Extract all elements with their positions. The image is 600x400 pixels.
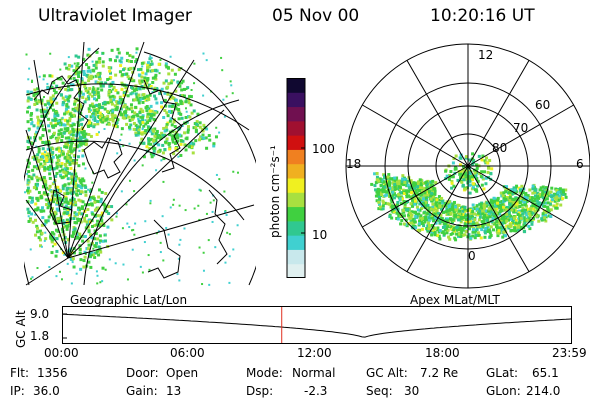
altitude-curve [62,313,572,338]
colorbar-swatch [287,120,305,136]
colorbar-swatch [287,192,305,208]
timeline-xtick-1200: 12:00 [297,346,332,360]
coastline [143,79,183,173]
gain-label: Gain: [126,384,158,398]
door-label: Door: [126,366,159,380]
colorbar-swatch [287,92,305,108]
flt-value: 1356 [37,366,68,380]
colorbar-tick-100: 100 [312,142,335,156]
coastline [49,189,73,225]
graticule-arc [143,51,256,286]
gcalt-label: GC Alt: [366,366,408,380]
aurora-pixels [24,47,239,286]
colorbar-swatch [287,135,305,150]
colorbar [286,78,306,278]
ip-label: IP: [10,384,25,398]
polar-mlt-spoke [406,60,469,167]
polar-mlt-spoke [467,165,574,228]
mlt-label-12: 12 [478,48,494,62]
graticule-meridian [67,41,145,259]
timeline-xtick-1800: 18:00 [425,346,460,360]
colorbar-swatch [287,206,305,222]
timeline-xtick-2359: 23:59 [552,346,587,360]
graticule-meridian [25,257,69,286]
graticule-meridian [25,199,69,259]
geographic-label: Geographic Lat/Lon [70,293,188,307]
graticule-meridian [25,129,69,259]
polar-mlt-spoke [467,165,530,272]
graticule-arc [83,99,240,286]
colorbar-swatch [287,263,305,278]
coastline [208,189,228,265]
colorbar-swatch [287,78,305,93]
timeline-frame [62,306,572,344]
colorbar-frame [286,78,306,278]
colorbar-swatch [287,149,305,165]
apex-label: Apex MLat/MLT [410,293,500,307]
time-label: 10:20:16 UT [430,6,535,26]
flt-label: Flt: [10,366,29,380]
lat-label-70: 70 [513,121,529,135]
polar-mlt-spoke [362,104,469,167]
lat-label-60: 60 [535,98,551,112]
graticule-meridian [67,41,85,259]
graticule-arc [25,83,250,131]
coastline [33,75,89,131]
colorbar-swatch [287,106,305,122]
timeline-ytick-high: 9.0 [30,307,50,321]
colorbar-unit-label: photon cm⁻²s⁻¹ [268,145,282,238]
coastline [147,219,181,279]
timeline-plot [62,306,572,344]
colorbar-swatch [287,235,305,250]
graticule-arc [24,47,100,286]
graticule-meridian [67,109,225,259]
polar-mlt-spoke [467,60,530,167]
lat-label-80: 80 [492,141,508,155]
gcalt-value: 7.2 Re [420,366,459,380]
date-label: 05 Nov 00 [272,6,360,26]
geographic-map [24,41,256,286]
polar-mlt-spoke [467,104,574,167]
mode-value: Normal [292,366,336,380]
dsp-label: Dsp: [246,384,274,398]
mlt-label-18: 18 [346,157,362,171]
mlt-label-6: 6 [576,157,584,171]
door-value: Open [166,366,199,380]
seq-value: 30 [404,384,420,398]
polar-mlt-spoke [406,165,469,272]
glon-label: GLon: [486,384,521,398]
timeline-y-label: GC Alt [14,310,28,348]
graticule-arc [25,140,245,221]
glat-value: 65.1 [532,366,559,380]
instrument-title: Ultraviolet Imager [38,6,192,26]
colorbar-swatch [287,220,305,236]
graticule-meridian [67,59,195,259]
colorbar-swatch [287,249,305,265]
colorbar-swatch [287,163,305,179]
timeline-xtick-0600: 06:00 [170,346,205,360]
glat-label: GLat: [486,366,519,380]
seq-label: Seq: [366,384,393,398]
graticule-meridian [67,204,255,259]
colorbar-swatch [287,178,305,193]
mlt-label-0: 0 [468,249,476,263]
dsp-value: -2.3 [304,384,328,398]
apex-polar-plot [345,43,590,289]
polar-mlt-spoke [362,165,469,228]
gain-value: 13 [166,384,182,398]
colorbar-tick-10: 10 [312,228,328,242]
coastline [83,137,123,179]
mode-label: Mode: [246,366,283,380]
timeline-xtick-0000: 00:00 [44,346,79,360]
ip-value: 36.0 [33,384,60,398]
glon-value: 214.0 [526,384,561,398]
timeline-ytick-low: 1.8 [30,329,50,343]
